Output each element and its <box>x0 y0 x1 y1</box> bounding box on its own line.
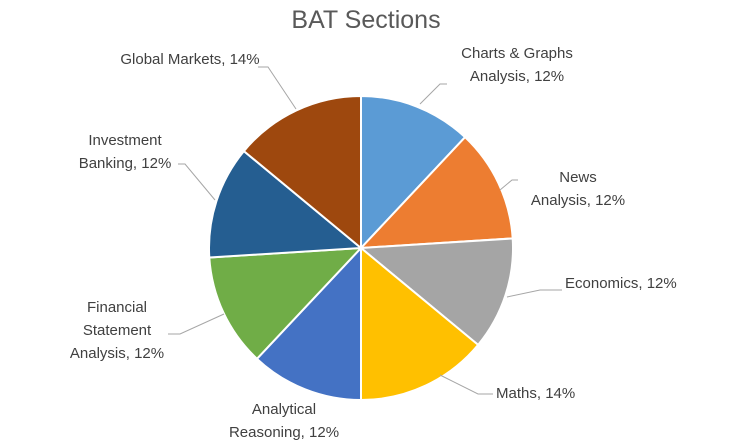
category: Financial Statement Analysis <box>69 299 152 362</box>
value-label: 12% <box>309 424 340 441</box>
leader-line <box>499 179 518 191</box>
pie-slice <box>208 149 364 259</box>
pie-slice <box>360 245 480 402</box>
separator: , <box>125 345 135 362</box>
leader-line <box>439 374 493 395</box>
category: Charts & Graphs Analysis <box>461 45 573 85</box>
category: Global Markets <box>120 51 222 68</box>
data-label: Analytical Reasoning, 12% <box>218 398 350 444</box>
leader-line <box>258 66 297 110</box>
pie-slice <box>358 135 514 250</box>
data-label: Economics, 12% <box>565 272 725 295</box>
value-label: 12% <box>646 275 677 292</box>
data-label: Maths, 14% <box>496 382 606 405</box>
separator: , <box>525 68 535 85</box>
leader-line <box>419 83 447 105</box>
value-label: 12% <box>134 345 165 362</box>
data-label: Global Markets, 14% <box>118 48 262 71</box>
leader-line <box>506 289 562 298</box>
value-label: 12% <box>141 155 172 172</box>
separator: , <box>638 275 647 292</box>
category: News Analysis <box>530 169 597 209</box>
data-label: Financial Statement Analysis, 12% <box>62 296 172 365</box>
leader-line <box>178 163 216 201</box>
separator: , <box>300 424 310 441</box>
chart-title: BAT Sections <box>291 6 441 34</box>
pie-slice <box>255 245 362 402</box>
separator: , <box>132 155 142 172</box>
data-label: Investment Banking, 12% <box>70 129 180 175</box>
category: Analytical Reasoning <box>228 401 317 441</box>
value-label: 12% <box>595 192 626 209</box>
separator: , <box>221 51 230 68</box>
data-label: News Analysis, 12% <box>515 166 641 212</box>
data-label: Charts & Graphs Analysis, 12% <box>447 42 587 88</box>
pie-slice <box>360 94 467 251</box>
pie-slice <box>208 246 364 361</box>
separator: , <box>536 385 546 402</box>
value-label: 12% <box>534 68 565 85</box>
value-label: 14% <box>545 385 576 402</box>
pie-slice <box>242 94 362 251</box>
category: Maths <box>496 385 537 402</box>
category: Investment Banking <box>78 132 162 172</box>
leader-line <box>168 313 225 335</box>
separator: , <box>586 192 596 209</box>
pie-slice <box>358 237 514 347</box>
category: Economics <box>565 275 639 292</box>
value-label: 14% <box>229 51 260 68</box>
